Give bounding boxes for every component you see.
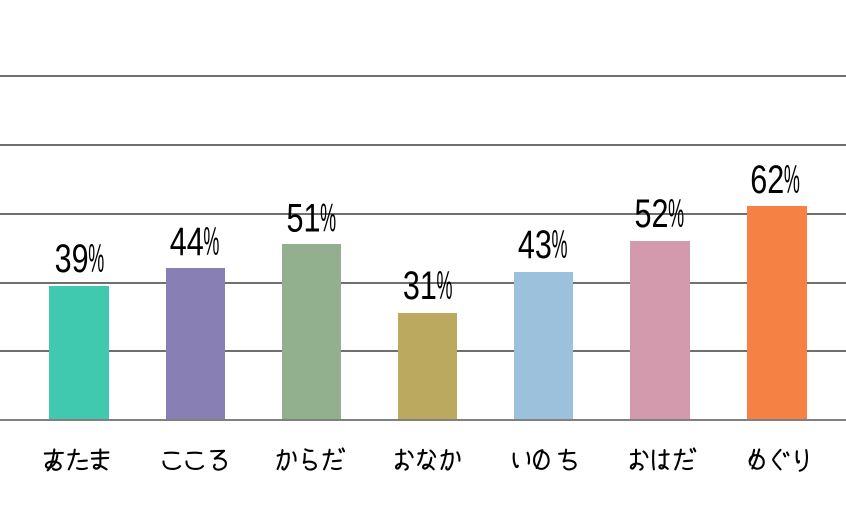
svg-text:%: % — [203, 220, 219, 264]
svg-text:39: 39 — [55, 237, 89, 281]
svg-text:52: 52 — [635, 192, 669, 236]
svg-text:51: 51 — [287, 197, 321, 241]
svg-text:31: 31 — [403, 264, 437, 308]
svg-text:%: % — [88, 237, 104, 281]
svg-text:%: % — [320, 197, 336, 241]
svg-text:%: % — [437, 264, 453, 308]
svg-text:%: % — [668, 192, 684, 236]
svg-text:44: 44 — [170, 220, 204, 264]
svg-text:62: 62 — [750, 158, 784, 202]
svg-text:%: % — [552, 223, 568, 267]
svg-text:%: % — [784, 158, 800, 202]
svg-text:43: 43 — [518, 223, 552, 267]
